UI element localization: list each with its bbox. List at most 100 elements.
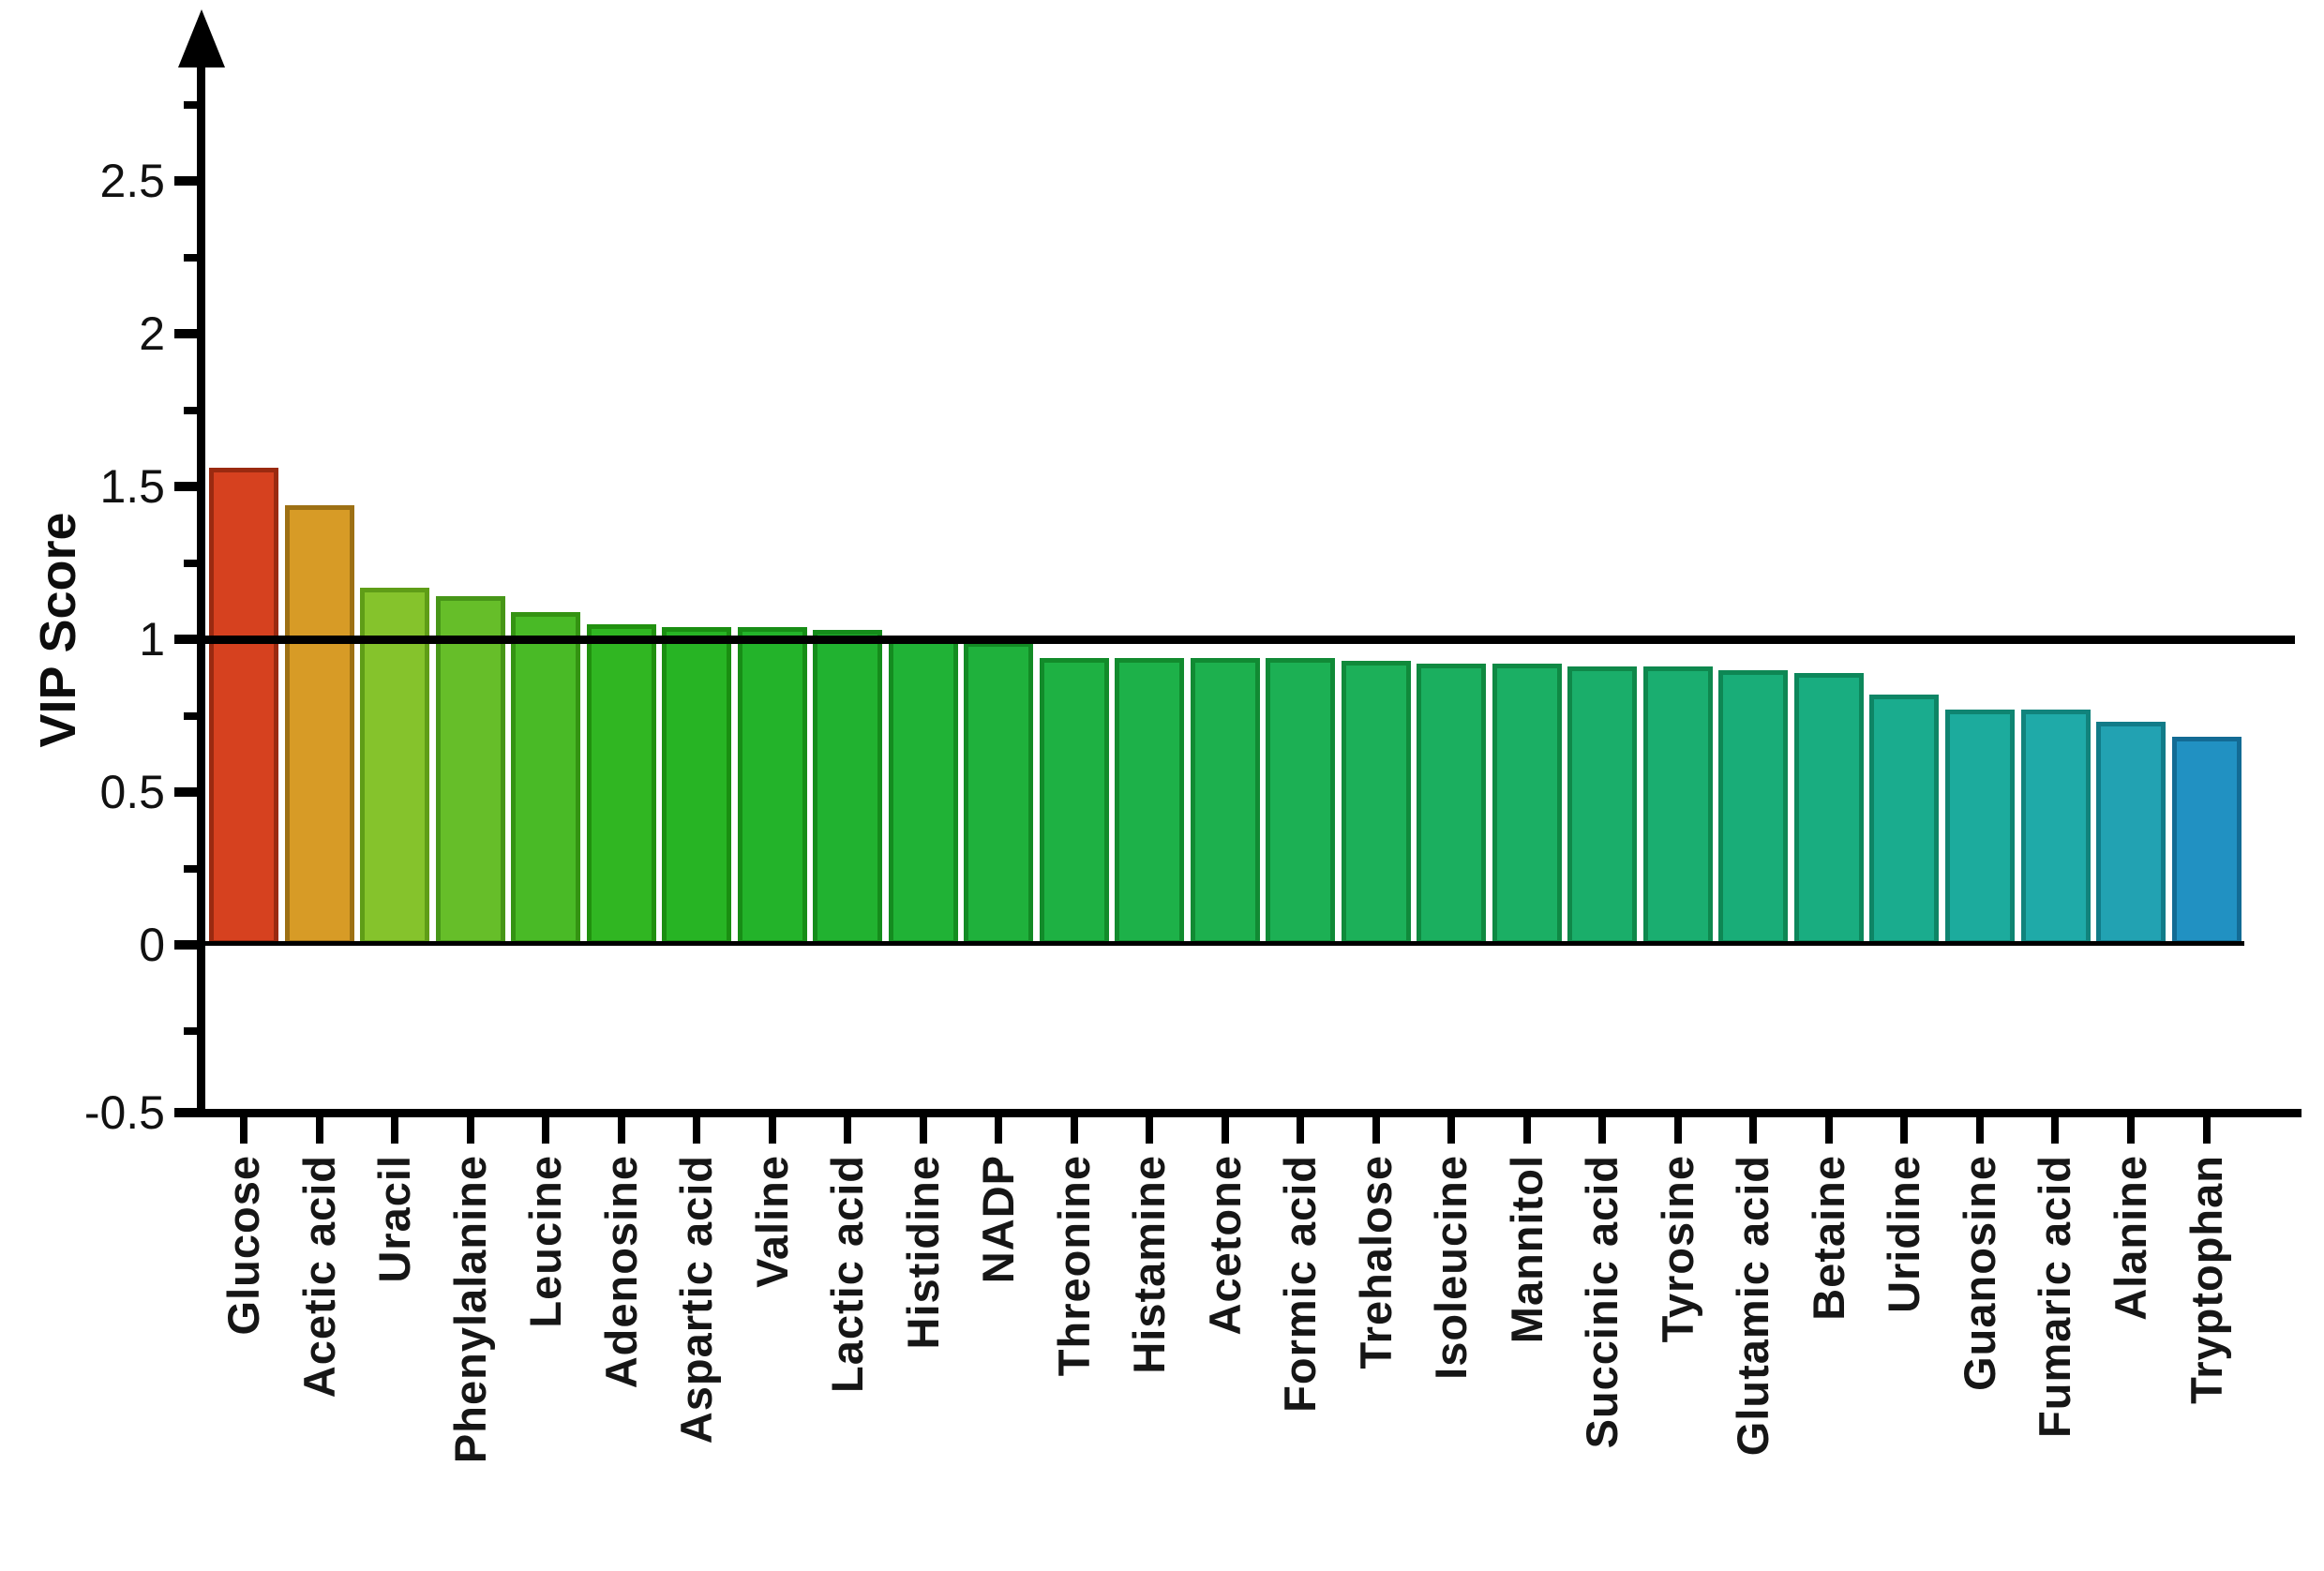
x-tick [391,1117,398,1144]
bar-alanine [2096,722,2166,945]
x-tick [2127,1117,2135,1144]
x-label-leucine: Leucine [520,1155,570,1328]
y-minor-tick [184,865,203,873]
x-tick [1523,1117,1531,1144]
y-tick-label: 2.5 [99,155,165,207]
bar-uridine [1869,695,1940,945]
x-label-glutamic-acid: Glutamic acid [1728,1155,1777,1457]
x-label-guanosine: Guanosine [1955,1155,2004,1391]
y-major-tick [174,482,203,491]
zero-baseline [205,941,2244,946]
x-label-mannitol: Mannitol [1502,1155,1552,1344]
x-label-alanine: Alanine [2106,1155,2155,1321]
y-minor-tick [184,407,203,414]
y-major-tick [174,635,203,644]
x-tick [769,1117,776,1144]
bar-uracil [360,588,429,945]
y-minor-tick [184,1027,203,1035]
x-label-tyrosine: Tyrosine [1653,1155,1702,1343]
x-axis-line [180,1109,2302,1117]
bar-acetone [1190,658,1260,945]
x-label-valine: Valine [747,1155,797,1288]
bar-guanosine [1945,710,2015,945]
x-tick [1674,1117,1682,1144]
x-tick [1825,1117,1833,1144]
x-label-acetone: Acetone [1200,1155,1250,1336]
bar-mannitol [1492,664,1562,945]
bar-threonine [1039,658,1109,945]
bar-trehalose [1341,661,1411,945]
bar-formic-acid [1266,658,1336,945]
bar-aspartic-acid [662,627,732,945]
x-label-formic-acid: Formic acid [1275,1155,1325,1413]
bar-tyrosine [1642,666,1713,945]
x-label-glucose: Glucose [218,1155,268,1336]
x-tick [1447,1117,1455,1144]
bar-valine [737,627,807,945]
x-tick [920,1117,927,1144]
x-tick [2051,1117,2059,1144]
x-tick [1071,1117,1078,1144]
x-tick [467,1117,474,1144]
x-tick [1976,1117,1984,1144]
y-major-tick [174,787,203,797]
bar-isoleucine [1417,664,1487,945]
bar-phenylalanine [435,596,505,945]
x-label-adenosine: Adenosine [596,1155,646,1389]
y-minor-tick [184,254,203,262]
x-label-phenylalanine: Phenylalanine [445,1155,495,1464]
x-tick [1372,1117,1380,1144]
x-label-fumaric-acid: Fumaric acid [2030,1155,2079,1438]
bar-succinic-acid [1567,666,1638,945]
y-major-tick [174,329,203,338]
y-major-tick [174,940,203,950]
y-axis-line [197,52,205,1117]
bar-leucine [511,612,581,945]
y-tick-label: 2 [139,307,165,360]
y-tick-label: 1.5 [99,460,165,513]
y-tick-label: 0 [139,919,165,971]
x-tick [240,1117,247,1144]
x-tick [316,1117,323,1144]
x-tick [2203,1117,2211,1144]
y-minor-tick [184,712,203,720]
x-tick [995,1117,1002,1144]
bar-betaine [1793,673,1864,945]
bar-tryptophan [2171,737,2242,945]
y-tick-label: -0.5 [83,1086,165,1139]
bar-nadp [964,642,1034,945]
x-tick [1297,1117,1304,1144]
x-label-isoleucine: Isoleucine [1426,1155,1476,1380]
bar-fumaric-acid [2020,710,2091,945]
x-label-uridine: Uridine [1879,1155,1928,1313]
x-label-threonine: Threonine [1049,1155,1099,1377]
x-tick [1598,1117,1606,1144]
bar-glutamic-acid [1718,670,1789,945]
y-major-tick [174,176,203,186]
bar-lactic-acid [813,630,883,945]
x-label-aspartic-acid: Aspartic acid [671,1155,721,1444]
x-tick [1222,1117,1229,1144]
y-tick-label: 0.5 [99,766,165,818]
x-tick [618,1117,625,1144]
x-tick [542,1117,549,1144]
x-tick [844,1117,851,1144]
x-label-acetic-acid: Acetic acid [294,1155,344,1399]
x-label-histidine: Histidine [898,1155,948,1350]
x-label-lactic-acid: Lactic acid [822,1155,872,1393]
y-minor-tick [184,560,203,567]
x-tick [1749,1117,1757,1144]
x-label-histamine: Histamine [1124,1155,1174,1374]
y-tick-label: 1 [139,613,165,666]
x-label-betaine: Betaine [1804,1155,1853,1321]
x-tick [1146,1117,1153,1144]
x-tick [1900,1117,1908,1144]
bar-glucose [209,468,278,945]
bar-histidine [888,639,958,945]
y-minor-tick [184,101,203,109]
x-label-succinic-acid: Succinic acid [1577,1155,1627,1449]
bar-adenosine [586,624,656,945]
vip-threshold-reference-line [197,636,2295,644]
x-tick [693,1117,700,1144]
